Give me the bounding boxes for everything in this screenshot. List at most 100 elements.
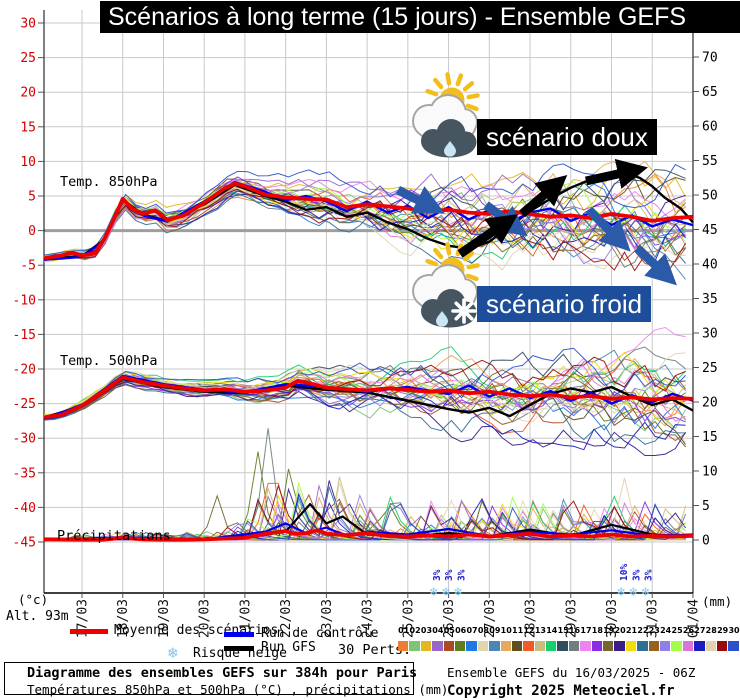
- right-axis-tick: 20: [702, 396, 718, 411]
- member-number: 13: [534, 626, 546, 635]
- right-axis-tick: 60: [702, 120, 718, 135]
- member-swatch: [432, 641, 443, 651]
- credits-block: Ensemble GEFS du 16/03/2025 - 06Z Copyri…: [447, 665, 695, 699]
- snow-risk-percent: 10%: [619, 564, 630, 581]
- left-axis-tick: 30: [20, 17, 36, 32]
- member-swatch: [682, 641, 694, 651]
- member-swatch: [614, 641, 625, 651]
- date-tick-label: 20/03: [198, 599, 213, 638]
- left-axis-unit: (°c): [18, 592, 48, 607]
- right-axis-tick: 50: [702, 189, 718, 204]
- member-swatch: [557, 641, 568, 651]
- mild-scenario-arrow: [585, 159, 648, 189]
- member-number: 27: [694, 626, 706, 635]
- member-line: [44, 193, 686, 265]
- run-info: Ensemble GEFS du 16/03/2025 - 06Z: [447, 665, 696, 680]
- member-number: 23: [648, 626, 660, 635]
- member-number: 28: [705, 626, 717, 635]
- mean-precip-line: [44, 528, 693, 542]
- snow-risk-flake-icon: ❄: [616, 585, 625, 600]
- member-number: 24: [660, 626, 672, 635]
- member-swatch: [511, 641, 523, 651]
- member-precip-line: [44, 484, 686, 541]
- raindrop-icon: [444, 141, 456, 157]
- left-axis-tick: 20: [20, 86, 36, 101]
- raindrop-icon: [436, 311, 448, 327]
- date-tick-label: 26/03: [442, 599, 457, 638]
- footer-title: Diagramme des ensembles GEFS sur 384h po…: [27, 665, 418, 681]
- left-axis-tick: -10: [13, 293, 36, 308]
- snow-asterisk-icon: [451, 298, 477, 324]
- date-tick-label: 25/03: [401, 599, 416, 638]
- legend-gfs-label: Run GFS: [261, 640, 316, 655]
- snow-risk-flake-icon: ❄: [441, 585, 450, 600]
- right-axis-tick: 70: [702, 51, 718, 66]
- member-number: 29: [717, 626, 729, 635]
- left-axis-tick: -45: [13, 536, 36, 551]
- member-number: 09: [489, 626, 501, 635]
- member-number: 08: [477, 626, 489, 635]
- weather-icon-froid: [412, 242, 480, 328]
- member-swatch: [568, 641, 580, 651]
- right-axis-tick: 10: [702, 465, 718, 480]
- mean-850-line: [43, 181, 694, 261]
- date-tick-label: 30/03: [605, 599, 620, 638]
- member-number: 03: [420, 626, 433, 635]
- member-number: 20: [614, 626, 626, 635]
- section-label-850: Temp. 850hPa: [60, 174, 158, 190]
- member-swatch: [523, 641, 534, 651]
- member-swatch: [500, 641, 511, 651]
- member-line: [44, 356, 686, 418]
- weather-icon-doux: [412, 72, 480, 158]
- member-swatch: [659, 641, 671, 651]
- legend-snow-label: Risque neige: [193, 646, 287, 661]
- member-number: 01: [398, 626, 410, 635]
- member-line: [44, 163, 686, 256]
- mean-500-line: [43, 375, 693, 420]
- snow-risk-flake-icon: ❄: [628, 585, 637, 600]
- right-axis-tick: 25: [702, 361, 718, 376]
- left-axis-tick: 5: [28, 190, 36, 205]
- altitude-label: Alt. 93m: [6, 609, 69, 624]
- legend-control-label: Run de contrôle: [261, 626, 379, 641]
- page-title: Scénarios à long terme (15 jours) - Ense…: [100, 1, 740, 33]
- left-axis-tick: -20: [13, 363, 36, 378]
- right-axis-unit: (mm): [702, 594, 732, 609]
- left-axis-tick: -35: [13, 466, 36, 481]
- member-swatch: [671, 641, 682, 651]
- snow-risk-flake-icon: ❄: [641, 585, 650, 600]
- ensemble-members-precip: [44, 428, 687, 542]
- mild-scenario-arrow: [457, 214, 519, 258]
- date-tick-label: 24/03: [361, 599, 376, 638]
- right-axis-tick: 65: [702, 85, 718, 100]
- snow-risk-flake-icon: ❄: [453, 585, 462, 600]
- date-tick-label: 22/03: [279, 599, 294, 638]
- member-number: 25: [671, 626, 683, 635]
- member-swatch: [637, 641, 648, 651]
- member-swatch: [580, 641, 591, 651]
- member-number: 07: [466, 626, 478, 635]
- member-swatch: [694, 641, 705, 651]
- member-swatch: [454, 641, 466, 651]
- scenario-doux-label: scénario doux: [477, 119, 657, 155]
- member-precip-line: [44, 451, 686, 541]
- section-label-precip: Précipitations: [57, 528, 171, 544]
- left-axis-tick: -25: [13, 397, 36, 412]
- snow-risk-flake-icon: ❄: [429, 585, 438, 600]
- copyright: Copyright 2025 Meteociel.fr: [447, 683, 675, 699]
- member-number: 19: [603, 626, 615, 635]
- member-line: [44, 383, 686, 445]
- snow-risk-percent: 3%: [456, 569, 467, 581]
- member-number: 30: [728, 626, 740, 635]
- date-tick-label: 21/03: [238, 599, 253, 638]
- member-numbers-row: 01 02 03 04 05 06 07 08 09 10 11 12 13 14 15 16 17 18 19 20…: [398, 626, 740, 635]
- right-axis-tick: 0: [702, 534, 710, 549]
- member-number: 12: [523, 626, 535, 635]
- member-number: 10: [500, 626, 512, 635]
- member-swatch: [398, 641, 409, 651]
- legend-gfs-swatch: [224, 646, 254, 651]
- member-line: [44, 168, 687, 257]
- member-number: 22: [637, 626, 649, 635]
- cold-scenario-arrow: [633, 244, 677, 286]
- date-tick-label: 19/03: [157, 599, 172, 638]
